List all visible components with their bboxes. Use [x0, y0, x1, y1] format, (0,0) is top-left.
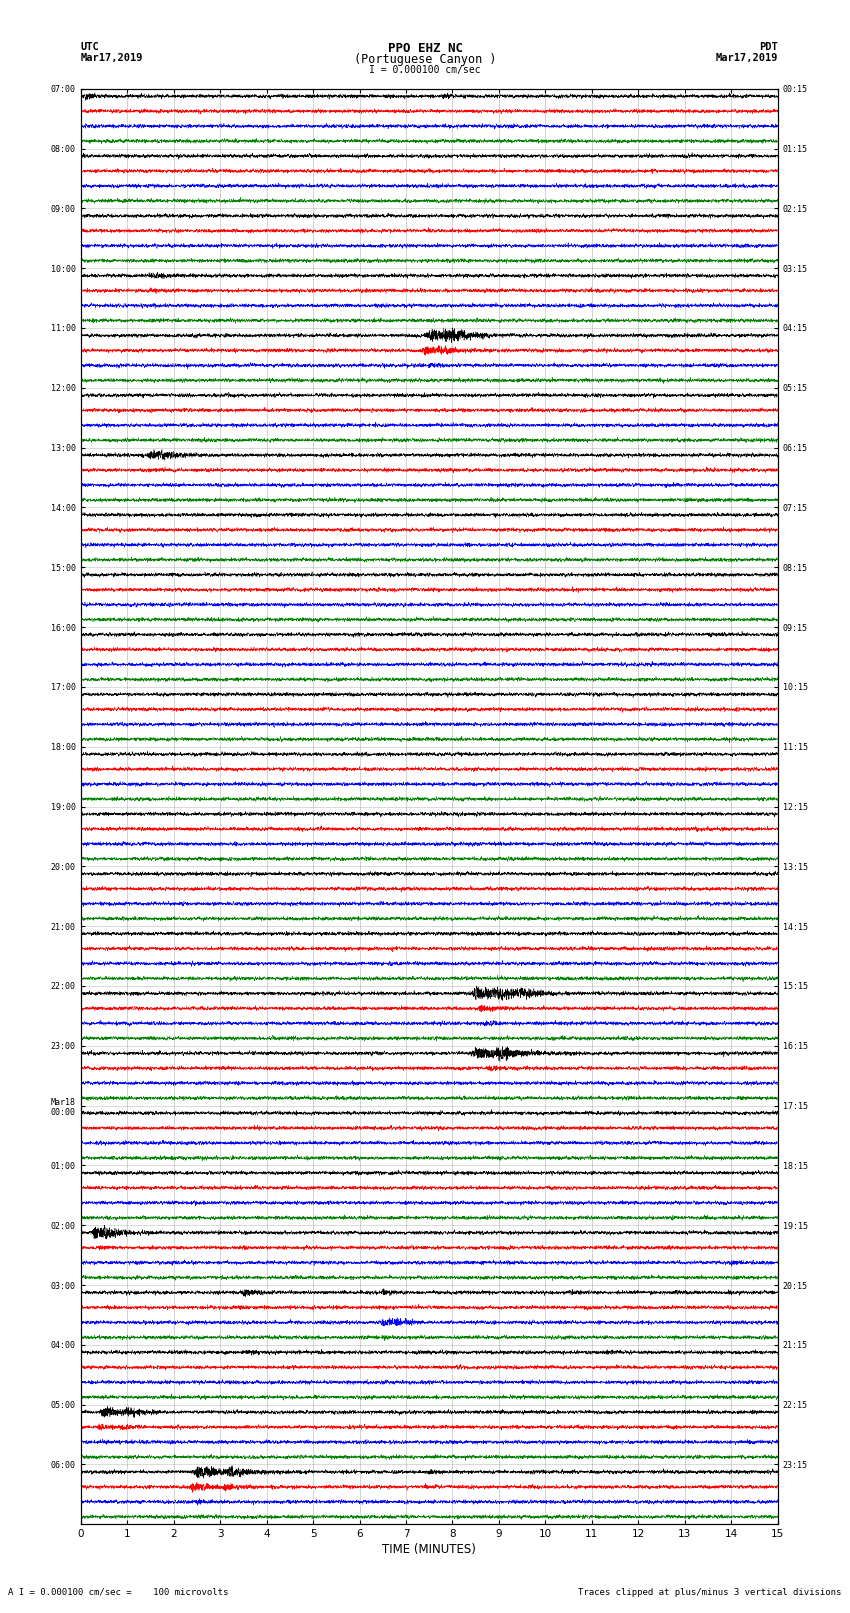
Text: UTC: UTC	[81, 42, 99, 52]
Text: Traces clipped at plus/minus 3 vertical divisions: Traces clipped at plus/minus 3 vertical …	[578, 1587, 842, 1597]
X-axis label: TIME (MINUTES): TIME (MINUTES)	[382, 1544, 476, 1557]
Text: PDT: PDT	[759, 42, 778, 52]
Text: (Portuguese Canyon ): (Portuguese Canyon )	[354, 53, 496, 66]
Text: PPO EHZ NC: PPO EHZ NC	[388, 42, 462, 55]
Text: Mar17,2019: Mar17,2019	[81, 53, 144, 63]
Text: A I = 0.000100 cm/sec =    100 microvolts: A I = 0.000100 cm/sec = 100 microvolts	[8, 1587, 229, 1597]
Text: I = 0.000100 cm/sec: I = 0.000100 cm/sec	[369, 65, 481, 74]
Text: Mar17,2019: Mar17,2019	[715, 53, 778, 63]
